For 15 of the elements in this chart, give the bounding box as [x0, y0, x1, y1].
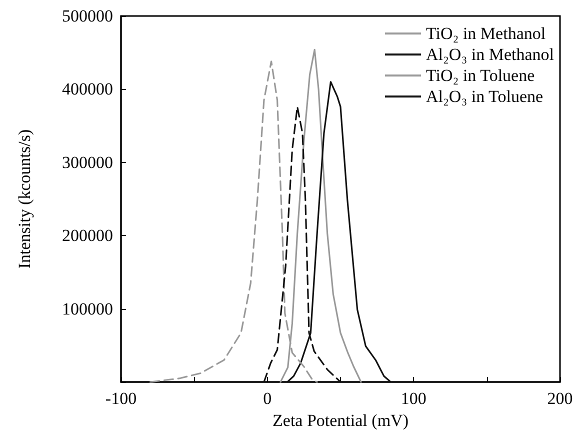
y-axis-title: Intensity (kcounts/s) — [15, 129, 34, 269]
y-tick-label: 200000 — [62, 226, 113, 246]
legend-label: TiO₂ in Toluene — [426, 66, 535, 85]
legend-label: Al₂O₃ in Toluene — [426, 87, 544, 106]
y-tick-label: 400000 — [62, 80, 113, 99]
y-tick-label: 100000 — [62, 299, 113, 318]
x-tick-label: -100 — [105, 389, 137, 408]
x-axis-title: Zeta Potential (mV) — [272, 411, 408, 430]
x-tick-label: 100 — [400, 389, 426, 408]
y-tick-label: 300000 — [62, 152, 113, 172]
legend-label: Al₂O₃ in Methanol — [426, 45, 554, 64]
y-tick-label: 500000 — [62, 6, 113, 26]
x-tick-label: 0 — [263, 389, 272, 408]
legend-label: TiO₂ in Methanol — [426, 24, 546, 43]
x-tick-label: 200 — [547, 389, 573, 408]
